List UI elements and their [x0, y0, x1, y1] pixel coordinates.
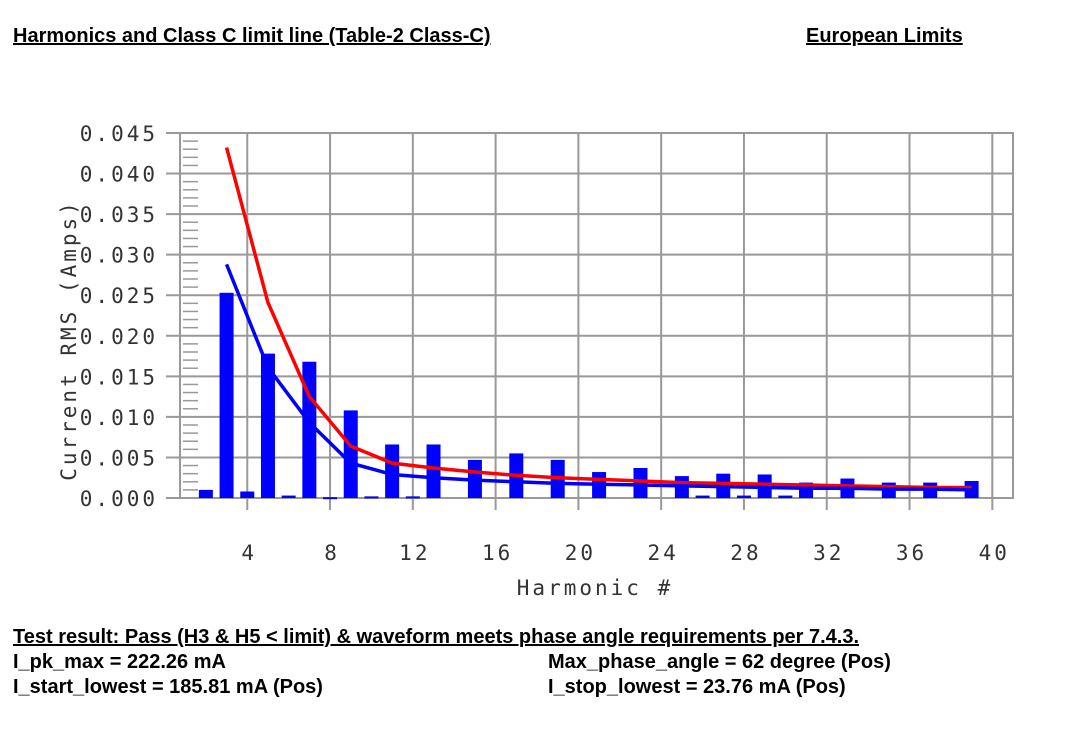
chart-title: Harmonics and Class C limit line (Table-… — [13, 25, 491, 47]
x-tick-label: 12 — [399, 541, 430, 565]
y-tick-label: 0.020 — [80, 325, 158, 349]
y-tick-label: 0.000 — [80, 487, 158, 511]
max-phase-angle: Max_phase_angle = 62 degree (Pos) — [548, 651, 891, 673]
region-label: European Limits — [806, 25, 963, 47]
y-tick-label: 0.045 — [80, 122, 158, 146]
y-tick-label: 0.015 — [80, 365, 158, 389]
harmonic-bar — [198, 489, 213, 498]
y-tick-label: 0.040 — [80, 163, 158, 187]
harmonic-bar — [260, 353, 275, 498]
harmonic-bar — [778, 495, 793, 498]
x-tick-label: 8 — [324, 541, 340, 565]
x-tick-label: 24 — [648, 541, 679, 565]
y-axis-label: Current RMS (Amps) — [57, 199, 81, 481]
x-tick-label: 20 — [565, 541, 596, 565]
harmonic-bar — [240, 491, 255, 498]
harmonic-bar — [385, 444, 400, 498]
test-result: Test result: Pass (H3 & H5 < limit) & wa… — [13, 626, 860, 648]
harmonic-bar — [281, 495, 296, 498]
harmonic-bar — [323, 497, 338, 500]
x-tick-label: 40 — [979, 541, 1010, 565]
harmonic-bar — [343, 410, 358, 498]
harmonic-bar — [302, 361, 317, 498]
x-tick-label: 32 — [813, 541, 844, 565]
harmonic-bar — [695, 495, 710, 498]
reference-limit-line — [224, 263, 972, 492]
y-tick-label: 0.010 — [80, 406, 158, 430]
x-tick-label: 16 — [482, 541, 513, 565]
harmonics-chart: 0.000 0.005 0.010 0.015 0.020 0.025 0.030 0.035… — [57, 122, 1014, 600]
y-tick-label: 0.025 — [80, 284, 158, 308]
x-tick-label: 4 — [241, 541, 257, 565]
x-axis-label: Harmonic # — [517, 576, 673, 600]
harmonic-bar — [633, 467, 648, 498]
x-tick-label: 28 — [730, 541, 761, 565]
i-pk-max: I_pk_max = 222.26 mA — [13, 651, 226, 673]
harmonic-bar — [736, 495, 751, 498]
y-tick-label: 0.005 — [80, 446, 158, 470]
harmonic-bar — [219, 292, 234, 498]
harmonic-bar — [364, 496, 379, 499]
i-start-lowest: I_start_lowest = 185.81 mA (Pos) — [13, 676, 323, 698]
class-c-limit-line — [224, 147, 972, 490]
y-tick-label: 0.035 — [80, 203, 158, 227]
harmonic-bar — [405, 496, 420, 499]
i-stop-lowest: I_stop_lowest = 23.76 mA (Pos) — [548, 676, 846, 698]
harmonic-bar — [426, 444, 441, 498]
y-tick-label: 0.030 — [80, 244, 158, 268]
x-tick-label: 36 — [896, 541, 927, 565]
